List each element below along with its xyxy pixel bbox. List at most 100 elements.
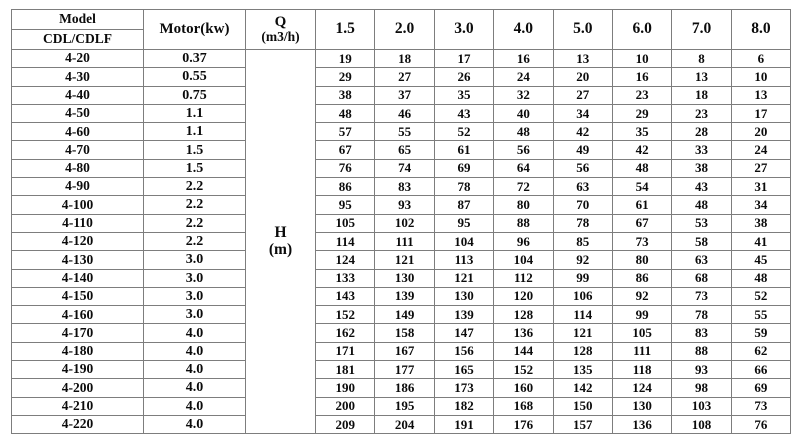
cell-head-value: 195 [374,396,435,416]
cell-motor: 0.37 [143,48,246,69]
table-row: 4-160 3.0 152 149 139 128 114 99 78 55 [11,305,792,325]
table-row: 4-80 1.5 76 74 69 64 56 48 38 27 [11,158,792,179]
cell-head-value: 54 [611,177,673,197]
cell-head-value: 173 [433,378,495,398]
cell-head-value: 27 [374,67,435,87]
cell-head-value: 120 [493,286,554,307]
cell-head-value: 18 [671,85,732,105]
cell-head-value: 31 [730,177,792,197]
cell-head-value: 20 [552,67,613,87]
cell-head-value: 76 [314,158,376,179]
cell-motor: 3.0 [143,268,246,288]
cell-head-value: 182 [433,396,495,416]
header-flow-1.5: 1.5 [314,9,376,50]
cell-head-value: 35 [611,122,673,142]
table-row: 4-190 4.0 181 177 165 152 135 118 93 66 [11,360,792,380]
cell-head-value: 78 [433,177,495,197]
cell-head-value: 68 [671,268,732,288]
cell-head-value: 13 [671,67,732,87]
cell-head-value: 10 [730,67,792,87]
cell-model: 4-20 [11,48,144,69]
cell-head-value: 147 [433,323,495,343]
cell-head-value: 20 [730,122,792,142]
table-row: 4-200 4.0 190 186 173 160 142 124 98 69 [11,378,792,398]
cell-head-value: 52 [433,122,495,142]
table-row: 4-70 1.5 67 65 61 56 49 42 33 24 [11,140,792,160]
cell-head-value: 133 [314,268,376,288]
cell-model: 4-200 [11,378,144,398]
cell-head-value: 142 [552,378,613,398]
cell-model: 4-190 [11,360,144,380]
head-symbol: H [274,223,287,241]
header-flow-4.0: 4.0 [493,9,554,50]
cell-motor: 4.0 [143,414,246,434]
cell-head-value: 113 [433,250,495,270]
cell-head-value: 139 [374,286,435,307]
cell-head-value: 88 [671,341,732,362]
table-row: 4-150 3.0 143 139 130 120 106 92 73 52 [11,286,792,307]
table-row: 4-130 3.0 124 121 113 104 92 80 63 45 [11,250,792,270]
cell-head-value: 41 [730,231,792,252]
cell-head-value: 98 [671,378,732,398]
cell-head-value: 96 [493,231,554,252]
cell-motor: 4.0 [143,341,246,362]
cell-head-value: 104 [433,231,495,252]
cell-head-value: 48 [493,122,554,142]
cell-head-value: 92 [611,286,673,307]
cell-motor: 1.5 [143,158,246,179]
cell-model: 4-60 [11,122,144,142]
cell-head-value: 135 [552,360,613,380]
cell-head-value: 103 [671,396,732,416]
cell-motor: 2.2 [143,177,246,197]
cell-model: 4-180 [11,341,144,362]
cell-head-value: 40 [493,103,554,124]
cell-head-value: 32 [493,85,554,105]
cell-head-value: 152 [314,305,376,325]
cell-head-value: 114 [314,231,376,252]
cell-head-value: 87 [433,195,495,215]
cell-model: 4-170 [11,323,144,343]
header-flow-unit: Q (m3/h) [245,9,316,50]
cell-head-value: 176 [493,414,554,434]
cell-head-value: 157 [552,414,613,434]
cell-head-value: 38 [730,213,792,233]
cell-model: 4-210 [11,396,144,416]
cell-head-value: 18 [374,48,435,69]
cell-head-value: 88 [493,213,554,233]
header-flow-5.0: 5.0 [552,9,613,50]
cell-head-value: 56 [493,140,554,160]
cell-head-value: 177 [374,360,435,380]
cell-head-value: 27 [730,158,792,179]
cell-head-value: 139 [433,305,495,325]
table-row: 4-220 4.0 209 204 191 176 157 136 108 76 [11,414,792,434]
cell-model: 4-120 [11,231,144,252]
header-model-bottom: CDL/CDLF [11,29,144,50]
head-unit-cell: H (m) [245,48,316,434]
head-units: (m) [268,240,293,258]
cell-head-value: 17 [730,103,792,124]
cell-model: 4-150 [11,286,144,307]
cell-head-value: 118 [611,360,673,380]
table-row: 4-120 2.2 114 111 104 96 85 73 58 41 [11,231,792,252]
cell-head-value: 43 [671,177,732,197]
cell-head-value: 165 [433,360,495,380]
cell-head-value: 67 [314,140,376,160]
header-flow-6.0: 6.0 [611,9,673,50]
cell-head-value: 83 [671,323,732,343]
cell-head-value: 186 [374,378,435,398]
cell-head-value: 168 [493,396,554,416]
cell-head-value: 105 [611,323,673,343]
cell-head-value: 121 [433,268,495,288]
cell-model: 4-80 [11,158,144,179]
cell-motor: 2.2 [143,213,246,233]
cell-head-value: 13 [730,85,792,105]
cell-head-value: 35 [433,85,495,105]
cell-head-value: 143 [314,286,376,307]
cell-head-value: 24 [730,140,792,160]
cell-head-value: 61 [611,195,673,215]
table-row: 4-60 1.1 57 55 52 48 42 35 28 20 [11,122,792,142]
cell-motor: 3.0 [143,250,246,270]
table-row: 4-30 0.55 29 27 26 24 20 16 13 10 [11,67,792,87]
cell-head-value: 16 [493,48,554,69]
cell-head-value: 95 [314,195,376,215]
